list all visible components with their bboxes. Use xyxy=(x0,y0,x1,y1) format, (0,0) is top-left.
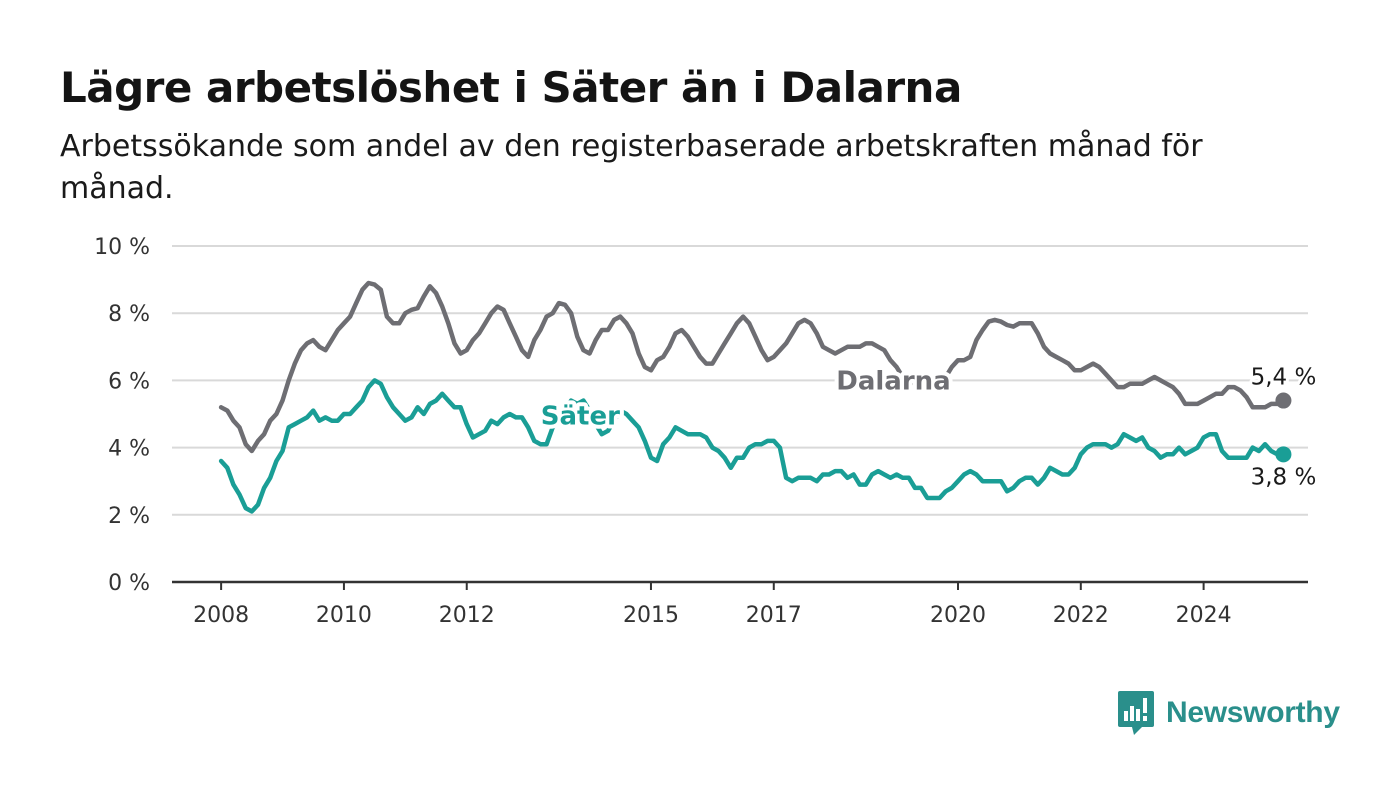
end-value-label-dalarna: 5,4 % xyxy=(1251,365,1317,391)
x-tick-label: 2024 xyxy=(1176,603,1232,628)
y-tick-label: 4 % xyxy=(108,437,150,462)
chart-title: Lägre arbetslöshet i Säter än i Dalarna xyxy=(60,63,962,112)
x-axis: 2008 2010 2012 2015 2017 2020 2022 2024 xyxy=(172,580,1308,628)
brand-name: Newsworthy xyxy=(1166,696,1340,729)
y-tick-label: 6 % xyxy=(108,369,150,394)
x-tick-label: 2017 xyxy=(746,603,802,628)
x-tick-label: 2020 xyxy=(930,603,986,628)
x-tick-label: 2010 xyxy=(316,603,372,628)
x-tick-label: 2008 xyxy=(193,603,249,628)
y-tick-label: 0 % xyxy=(108,571,150,596)
series-label-sater: Säter xyxy=(541,402,620,432)
end-dot-dalarna xyxy=(1275,392,1292,409)
end-value-label-sater: 3,8 % xyxy=(1251,464,1317,490)
brand-logo: Newsworthy xyxy=(1118,690,1340,736)
chart-subtitle: Arbetssökande som andel av den registerb… xyxy=(60,129,1203,206)
x-tick-label: 2015 xyxy=(623,603,679,628)
y-tick-label: 10 % xyxy=(94,235,150,260)
end-dot-sater xyxy=(1275,446,1292,463)
series-line-dalarna xyxy=(218,280,1286,454)
grid-lines xyxy=(172,245,1308,516)
series-label-dalarna: Dalarna xyxy=(836,366,950,396)
x-tick-label: 2012 xyxy=(439,603,495,628)
series-group xyxy=(218,280,1292,514)
y-axis: 0 % 2 % 4 % 6 % 8 % 10 % xyxy=(94,235,150,596)
x-tick-label: 2022 xyxy=(1053,603,1109,628)
series-labels: Dalarna 5,4 % Säter 3,8 % xyxy=(537,362,1320,494)
series-line-sater xyxy=(218,378,1286,514)
newsworthy-logo-icon xyxy=(1118,691,1154,735)
y-tick-label: 8 % xyxy=(108,302,150,327)
y-tick-label: 2 % xyxy=(108,504,150,529)
